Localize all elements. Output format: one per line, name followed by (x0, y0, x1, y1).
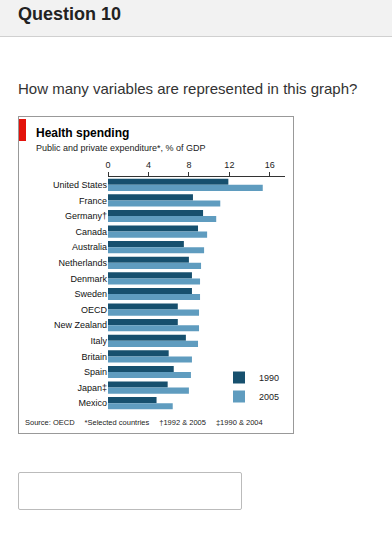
svg-text:Denmark: Denmark (70, 274, 107, 284)
html-text:†1992 & 2005: †1992 & 2005 (159, 418, 206, 427)
svg-text:12: 12 (224, 160, 234, 170)
svg-text:France: France (79, 196, 107, 206)
html-text:Health spending: Health spending (36, 126, 130, 140)
svg-text:Spain: Spain (84, 367, 107, 377)
html-text:Public and private expenditure: Public and private expenditure*, % of GD… (36, 143, 206, 153)
svg-text:4: 4 (146, 160, 151, 170)
html-text:Source: OECD: Source: OECD (25, 418, 75, 427)
svg-text:OECD: OECD (81, 305, 108, 315)
html-text:‡1990 & 2004: ‡1990 & 2004 (216, 418, 263, 427)
html-text:*Selected countries: *Selected countries (84, 418, 150, 427)
svg-text:Japan‡: Japan‡ (77, 383, 107, 393)
svg-text:16: 16 (265, 160, 275, 170)
svg-text:Netherlands: Netherlands (58, 258, 107, 268)
svg-text:Britain: Britain (81, 352, 107, 362)
svg-text:Germany†: Germany† (65, 211, 107, 221)
svg-text:United States: United States (53, 180, 108, 190)
svg-text:0: 0 (105, 160, 110, 170)
svg-text:Italy: Italy (90, 336, 107, 346)
svg-text:Sweden: Sweden (74, 289, 107, 299)
svg-text:1990: 1990 (259, 373, 279, 383)
svg-text:Australia: Australia (72, 242, 107, 252)
svg-text:8: 8 (186, 160, 191, 170)
html-text:Question 10: Question 10 (18, 4, 121, 24)
svg-text:New Zealand: New Zealand (54, 320, 107, 330)
svg-text:2005: 2005 (259, 392, 279, 402)
html-text:How many variables are represe: How many variables are represented in th… (18, 80, 358, 97)
svg-text:Canada: Canada (75, 227, 107, 237)
svg-text:Mexico: Mexico (78, 398, 107, 408)
